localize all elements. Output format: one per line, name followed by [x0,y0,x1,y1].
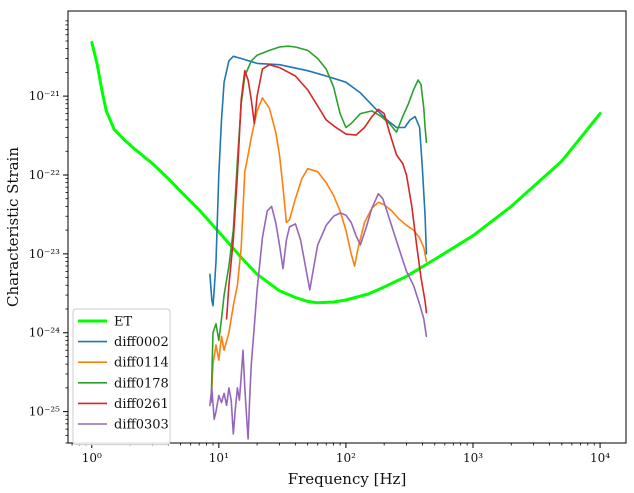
y-axis-label: Characteristic Strain [4,147,22,307]
series-line-diff0303 [209,192,428,440]
legend-label: diff0261 [114,397,169,412]
legend-label: diff0303 [114,418,169,433]
x-axis: 10⁰ 10¹ 10² 10³ 10⁴ [71,443,610,465]
x-tick-label: 10³ [463,451,483,465]
legend: ET diff0002 diff0114 diff0178 diff0261 diff03… [72,308,171,446]
series-line-diff0002 [209,55,428,307]
series-layer [90,40,602,440]
series-line-ET [90,40,602,305]
y-tick-label: 10⁻²² [29,168,60,182]
y-axis: 10⁻²⁵ 10⁻²⁴ 10⁻²³ 10⁻²² 10⁻²¹ [29,20,68,444]
x-axis-label: Frequency [Hz] [288,470,407,488]
legend-label: diff0114 [114,356,169,371]
x-tick-label: 10⁰ [82,451,102,465]
legend-label: diff0178 [114,376,169,391]
x-tick-label: 10⁴ [590,451,610,465]
series-line-diff0261 [225,63,428,320]
x-tick-label: 10¹ [209,451,229,465]
y-tick-label: 10⁻²⁴ [29,326,60,340]
y-tick-label: 10⁻²³ [29,247,60,261]
series-line-diff0178 [210,45,428,401]
y-tick-label: 10⁻²⁵ [29,405,60,419]
legend-label: ET [114,315,132,330]
legend-label: diff0002 [114,335,169,350]
x-tick-label: 10² [336,451,356,465]
legend-box [72,308,171,446]
y-tick-label: 10⁻²¹ [29,89,60,103]
